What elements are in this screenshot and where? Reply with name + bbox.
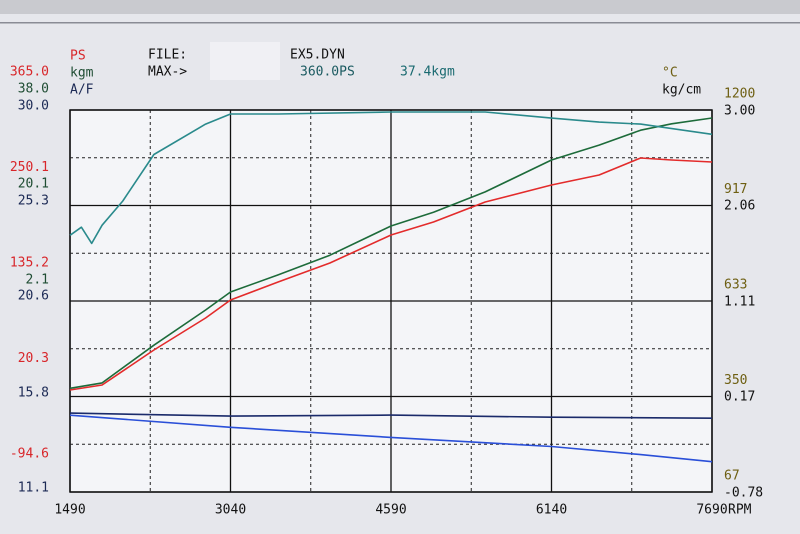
y-tick-label: 0.17 (724, 389, 755, 404)
axis-unit: kg/cm (662, 83, 701, 98)
y-tick-label: -94.6 (10, 447, 49, 462)
series-line (69, 412, 713, 419)
max-label: MAX-> (148, 65, 187, 80)
y-tick-label: 135.2 (10, 256, 49, 271)
series-line (69, 117, 713, 390)
axis-unit: °C (662, 66, 678, 81)
y-tick-label: 1.11 (724, 295, 755, 310)
y-tick-label: 365.0 (10, 65, 49, 80)
y-tick-label: -0.78 (724, 486, 763, 501)
x-axis-label: RPM (728, 503, 752, 518)
y-tick-label: 11.1 (18, 481, 49, 496)
file-label: FILE: (148, 48, 187, 63)
axis-unit: PS (70, 49, 86, 64)
y-tick-label: 25.3 (18, 193, 49, 208)
x-tick-label: 6140 (536, 503, 567, 518)
max-ps: 360.0PS (300, 65, 355, 80)
x-tick-label: 7690 (696, 503, 727, 518)
y-tick-label: 2.1 (26, 273, 49, 288)
y-tick-label: 250.1 (10, 160, 49, 175)
max-kgm: 37.4kgm (400, 65, 455, 80)
y-tick-label: 2.06 (724, 198, 755, 213)
y-tick-label: 917 (724, 182, 747, 197)
blurred-area (210, 42, 280, 80)
y-tick-label: 1200 (724, 87, 755, 102)
y-tick-label: 3.00 (724, 104, 755, 119)
series-line (69, 157, 713, 391)
file-name: EX5.DYN (290, 48, 345, 63)
axis-unit: kgm (70, 66, 94, 81)
series-line (69, 111, 713, 245)
y-tick-label: 20.1 (18, 177, 49, 192)
series-line (69, 414, 713, 463)
y-tick-label: 20.6 (18, 288, 49, 303)
x-tick-label: 3040 (215, 503, 246, 518)
top-rule (0, 22, 800, 24)
axis-unit: A/F (70, 83, 94, 98)
y-tick-label: 20.3 (18, 351, 49, 366)
y-tick-label: 38.0 (18, 82, 49, 97)
y-tick-label: 633 (724, 278, 747, 293)
x-tick-label: 1490 (54, 503, 85, 518)
y-tick-label: 67 (724, 469, 740, 484)
y-tick-label: 30.0 (18, 99, 49, 114)
y-tick-label: 350 (724, 373, 747, 388)
x-tick-label: 4590 (375, 503, 406, 518)
top-bar (0, 0, 800, 14)
y-tick-label: 15.8 (18, 386, 49, 401)
